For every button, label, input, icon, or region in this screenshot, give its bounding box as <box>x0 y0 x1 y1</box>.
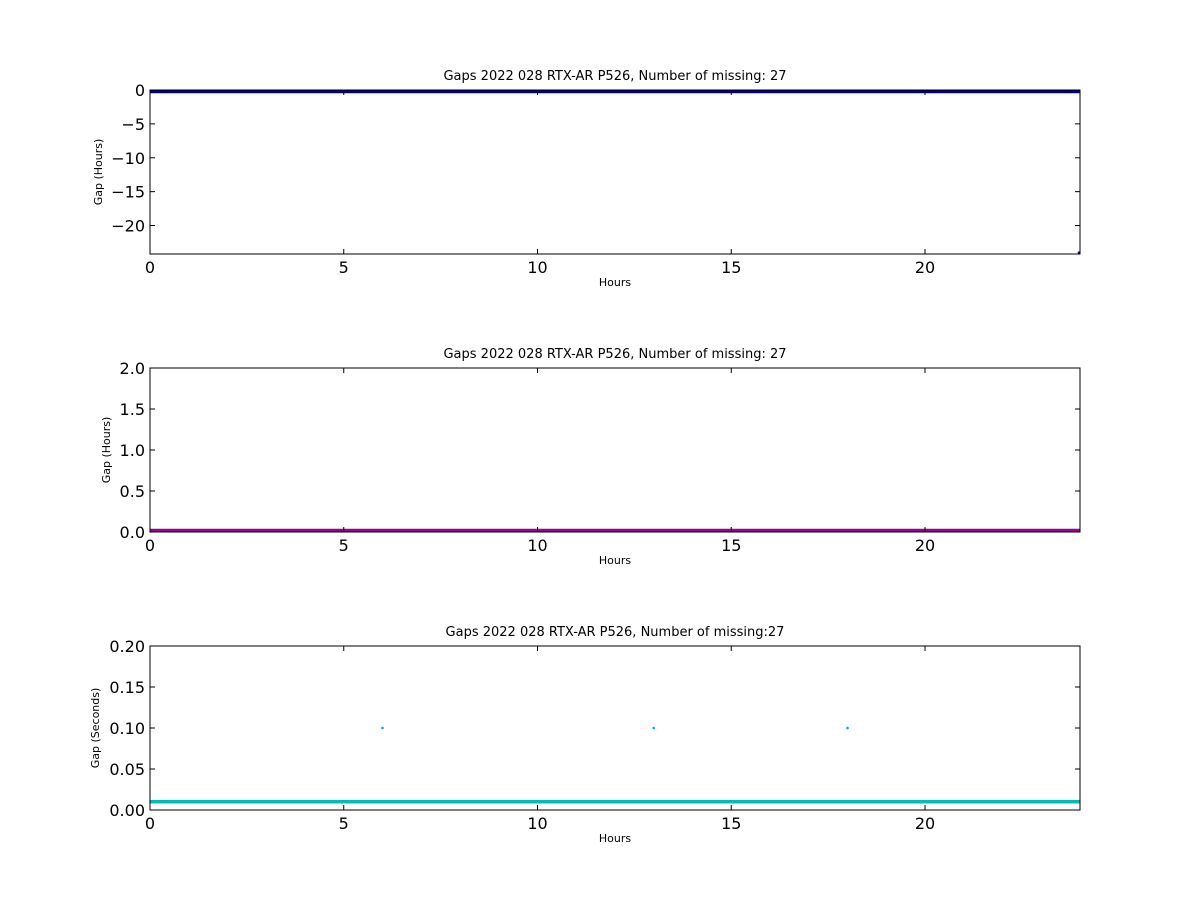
chart-title: Gaps 2022 028 RTX-AR P526, Number of mis… <box>443 347 786 362</box>
x-tick-label: 5 <box>339 814 349 833</box>
x-tick-label: 0 <box>145 536 155 555</box>
y-tick-label: 0.10 <box>109 719 145 738</box>
y-tick-label: 0.00 <box>109 801 145 820</box>
x-axis-label: Hours <box>599 554 631 567</box>
y-axis-label: Gap (Hours) <box>92 139 105 206</box>
x-tick-label: 20 <box>915 814 935 833</box>
x-tick-label: 10 <box>527 814 547 833</box>
data-point <box>381 726 384 730</box>
plot-frame <box>149 89 1081 255</box>
y-tick-label: 0 <box>135 81 145 100</box>
x-tick-label: 15 <box>721 536 741 555</box>
y-axis-label: Gap (Hours) <box>100 417 113 484</box>
data-point <box>846 726 849 730</box>
y-tick-label: 1.5 <box>120 400 145 419</box>
x-tick-label: 10 <box>527 258 547 277</box>
chart-panel-middle: Gaps 2022 028 RTX-AR P526, Number of mis… <box>100 347 1081 567</box>
x-axis-label: Hours <box>599 832 631 845</box>
plot-frame <box>149 645 1081 811</box>
chart-title: Gaps 2022 028 RTX-AR P526, Number of mis… <box>446 625 785 640</box>
x-tick-label: 5 <box>339 536 349 555</box>
x-tick-label: 15 <box>721 258 741 277</box>
y-tick-label: −5 <box>121 115 145 134</box>
x-tick-label: 20 <box>915 536 935 555</box>
x-tick-label: 15 <box>721 814 741 833</box>
y-axis-label: Gap (Seconds) <box>89 688 102 769</box>
chart-panel-top: Gaps 2022 028 RTX-AR P526, Number of mis… <box>92 69 1081 289</box>
x-tick-label: 10 <box>527 536 547 555</box>
plot-area: 0 5 10 15 20 0.00 0.05 0.10 0.15 0.20 <box>109 637 1081 833</box>
y-tick-label: 0.0 <box>120 523 145 542</box>
y-tick-label: 1.0 <box>120 441 145 460</box>
y-tick-label: 2.0 <box>120 359 145 378</box>
y-tick-label: 0.15 <box>109 678 145 697</box>
y-tick-label: 0.05 <box>109 760 145 779</box>
y-tick-label: −20 <box>111 217 145 236</box>
y-tick-label: 0.20 <box>109 637 145 656</box>
x-axis-label: Hours <box>599 276 631 289</box>
chart-panel-bottom: Gaps 2022 028 RTX-AR P526, Number of mis… <box>89 625 1081 845</box>
plot-area: 0 5 10 15 20 0 −5 −10 −15 −20 <box>111 81 1081 277</box>
x-tick-label: 5 <box>339 258 349 277</box>
y-tick-label: 0.5 <box>120 482 145 501</box>
y-tick-label: −15 <box>111 183 145 202</box>
x-tick-label: 0 <box>145 258 155 277</box>
x-tick-label: 20 <box>915 258 935 277</box>
chart-title: Gaps 2022 028 RTX-AR P526, Number of mis… <box>443 69 786 84</box>
plot-area: 0 5 10 15 20 0.0 0.5 1.0 1.5 2.0 <box>120 359 1081 555</box>
data-point <box>652 726 656 730</box>
plot-frame <box>149 367 1081 533</box>
y-tick-label: −10 <box>111 149 145 168</box>
x-tick-label: 0 <box>145 814 155 833</box>
